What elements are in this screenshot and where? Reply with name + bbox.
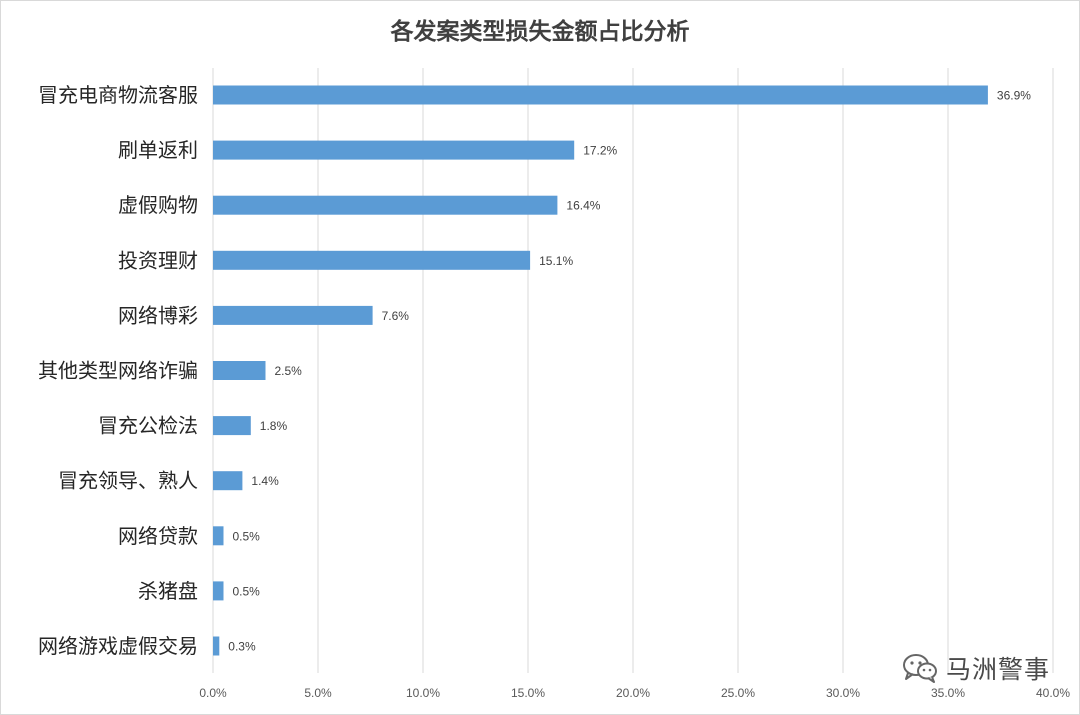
x-tick-label: 25.0% (721, 686, 755, 700)
data-label: 17.2% (583, 144, 617, 158)
bars-group (213, 85, 988, 656)
watermark-text: 马洲警事 (945, 655, 1050, 684)
chart-title: 各发案类型损失金额占比分析 (390, 19, 690, 45)
data-label: 2.5% (275, 364, 303, 378)
data-label: 0.5% (233, 584, 261, 598)
bar (213, 140, 575, 160)
x-tick-label: 0.0% (199, 686, 227, 700)
watermark: 马洲警事 (902, 650, 1050, 686)
x-tick-label: 35.0% (931, 686, 965, 700)
wechat-icon (902, 654, 937, 683)
value-labels: 36.9% 17.2% 16.4% 15.1% 7.6% 2.5% 1.8% 1.4% 0.5%… (228, 89, 1031, 654)
category-label: 冒充公检法 (98, 414, 198, 438)
category-label: 冒充电商物流客服 (38, 83, 198, 107)
data-label: 7.6% (382, 309, 410, 323)
data-label: 0.5% (233, 529, 261, 543)
x-tick-label: 30.0% (826, 686, 860, 700)
bar (213, 526, 224, 546)
gridlines (212, 68, 1054, 673)
x-tick-label: 5.0% (304, 686, 332, 700)
bar (213, 195, 558, 215)
data-label: 1.4% (251, 474, 279, 488)
x-tick-label: 40.0% (1036, 686, 1070, 700)
bar (213, 305, 373, 325)
bar (213, 250, 531, 270)
category-label: 投资理财 (118, 248, 198, 272)
category-label: 刷单返利 (118, 138, 198, 162)
data-label: 16.4% (566, 199, 600, 213)
data-label: 36.9% (997, 89, 1031, 103)
data-label: 1.8% (260, 419, 288, 433)
category-label: 虚假购物 (118, 193, 198, 217)
x-tick-labels: 0.0% 5.0% 10.0% 15.0% 20.0% 25.0% 30.0% 35.0% 40… (199, 686, 1070, 700)
x-tick-label: 10.0% (406, 686, 440, 700)
bar (213, 636, 220, 656)
category-label: 网络贷款 (118, 524, 198, 548)
data-label: 0.3% (228, 640, 256, 654)
bar (213, 85, 988, 105)
category-label: 网络博彩 (118, 303, 198, 327)
data-label: 15.1% (539, 254, 573, 268)
bar (213, 361, 266, 380)
bar (213, 581, 224, 601)
x-tick-label: 15.0% (511, 686, 545, 700)
x-tick-label: 20.0% (616, 686, 650, 700)
category-label: 冒充领导、熟人 (58, 469, 198, 493)
category-label: 网络游戏虚假交易 (38, 634, 198, 658)
bar (213, 471, 243, 491)
category-label: 其他类型网络诈骗 (38, 359, 198, 383)
category-labels: 冒充电商物流客服刷单返利虚假购物投资理财网络博彩其他类型网络诈骗冒充公检法冒充领… (38, 83, 198, 658)
category-label: 杀猪盘 (138, 579, 198, 603)
bar (213, 416, 251, 436)
